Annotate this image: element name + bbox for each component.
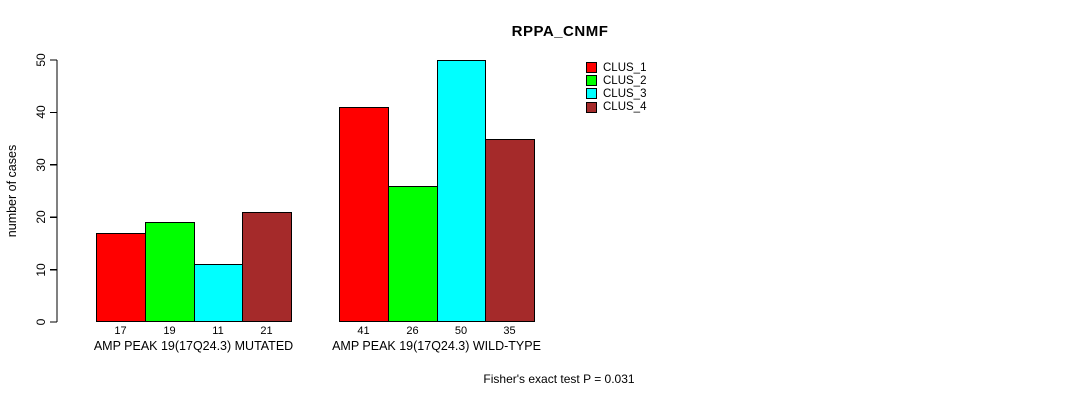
bar-clus_3-group2 [437,60,486,322]
bar-value-label: 19 [163,325,176,337]
bar-value-label: 26 [406,325,419,337]
bar-clus_4-group2 [485,139,535,322]
y-axis-tick-label: 10 [34,262,48,277]
legend-label: CLUS_4 [603,101,647,114]
bar-value-label: 11 [212,325,224,337]
legend-swatch-icon [586,62,597,73]
x-axis-category-label: AMP PEAK 19(17Q24.3) WILD-TYPE [332,339,541,353]
legend-item: CLUS_3 [586,87,646,100]
bar-clus_3-group1 [194,264,243,322]
bar-clus_2-group2 [388,186,438,322]
bar-value-label: 21 [260,325,273,337]
bar-value-label: 41 [357,325,370,337]
y-axis-tick-label: 40 [34,105,48,120]
y-axis-tick-label: 0 [34,318,48,326]
chart-title: RPPA_CNMF [511,23,609,40]
bar-value-label: 35 [503,325,516,337]
legend-item: CLUS_4 [586,101,646,114]
legend-swatch-icon [586,88,597,100]
legend-label: CLUS_2 [603,74,647,87]
footnote: Fisher's exact test P = 0.031 [483,372,635,386]
bar-clus_1-group1 [96,233,146,322]
bar-clus_1-group2 [339,107,389,322]
legend-swatch-icon [586,75,597,87]
legend-label: CLUS_1 [603,61,647,74]
bar-value-label: 50 [454,325,468,337]
legend: CLUS_1 CLUS_2 CLUS_3 CLUS_4 [586,61,646,114]
y-axis-tick-label: 20 [34,210,48,224]
legend-swatch-icon [586,101,597,113]
legend-item: CLUS_2 [586,74,646,87]
y-axis-tick-label: 30 [34,158,48,172]
bar-value-label: 17 [114,325,127,337]
y-axis-tick-label: 50 [34,53,48,67]
legend-item: CLUS_1 [586,61,646,74]
y-axis-label: number of cases [5,144,19,238]
bar-clus_4-group1 [242,212,292,322]
x-axis-category-label: AMP PEAK 19(17Q24.3) MUTATED [93,339,294,353]
legend-label: CLUS_3 [603,87,647,100]
bar-clus_2-group1 [145,222,195,322]
